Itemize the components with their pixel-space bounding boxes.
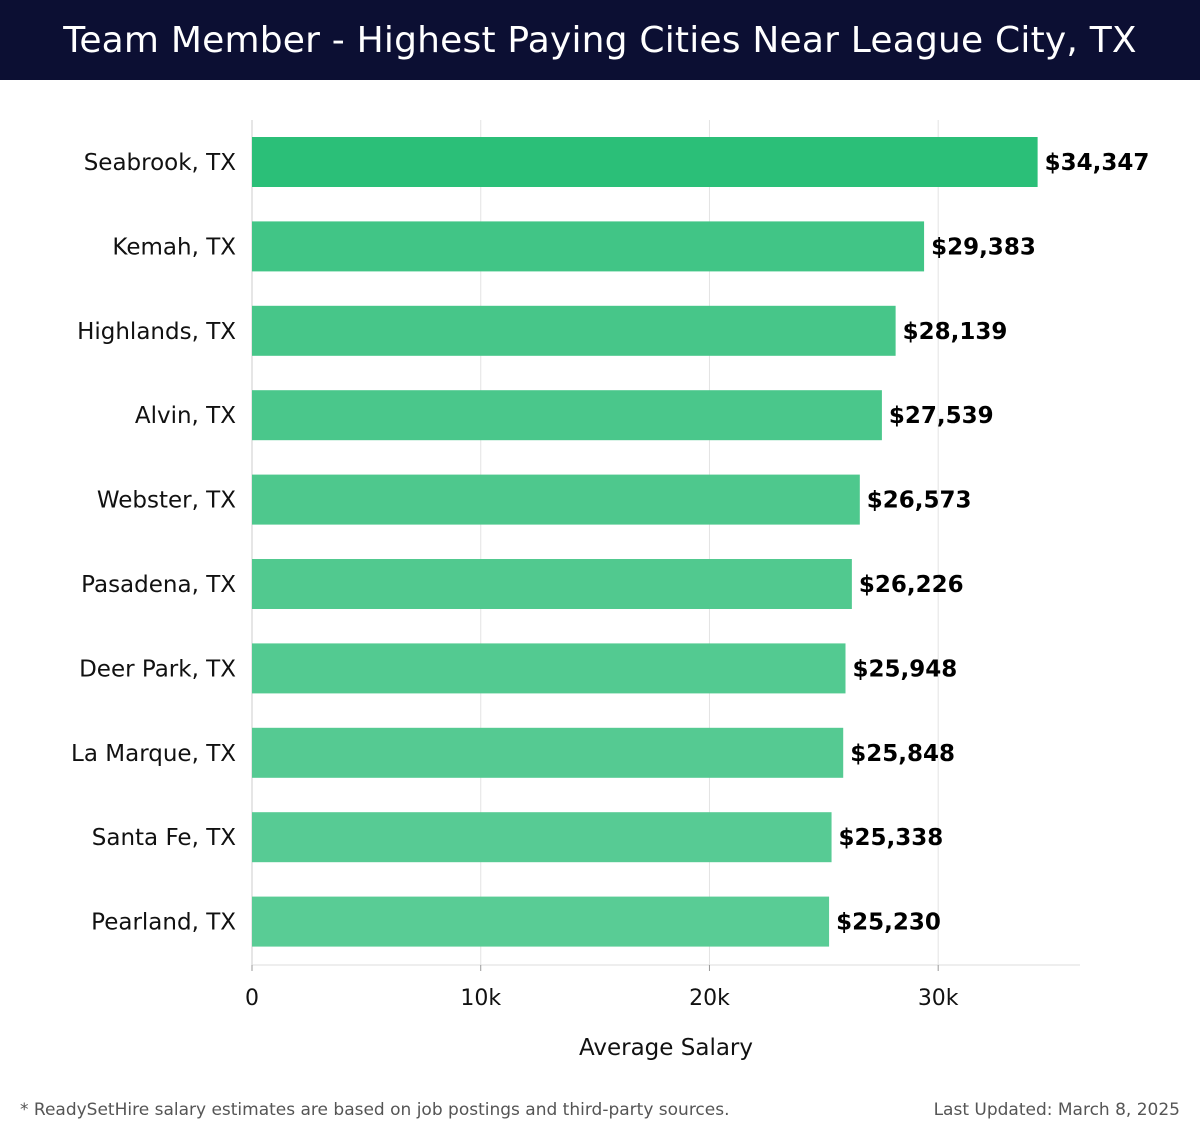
category-label: Santa Fe, TX bbox=[92, 825, 236, 851]
chart-title: Team Member - Highest Paying Cities Near… bbox=[63, 19, 1137, 61]
bar bbox=[252, 390, 882, 441]
x-tick-label: 20k bbox=[689, 986, 730, 1011]
value-label: $26,573 bbox=[867, 488, 972, 514]
bar bbox=[252, 137, 1038, 187]
value-label: $26,226 bbox=[859, 572, 964, 598]
x-tick-label: 30k bbox=[918, 986, 959, 1011]
footer-disclaimer: * ReadySetHire salary estimates are base… bbox=[20, 1100, 730, 1120]
value-label: $28,139 bbox=[903, 319, 1008, 345]
x-axis-title: Average Salary bbox=[579, 1035, 753, 1061]
bar-chart: 0 10k 20k 30k Seabrook, TX $34,347 Kemah, TX $2… bbox=[71, 120, 1150, 1061]
value-label: $27,539 bbox=[889, 403, 994, 429]
bar bbox=[252, 812, 832, 863]
x-tick-label: 0 bbox=[245, 986, 259, 1011]
value-label: $25,848 bbox=[850, 741, 955, 767]
bar bbox=[252, 727, 844, 778]
value-label: $25,948 bbox=[853, 656, 958, 682]
bar bbox=[252, 643, 846, 694]
value-label: $34,347 bbox=[1045, 150, 1150, 176]
category-label: Pasadena, TX bbox=[81, 572, 236, 598]
bar bbox=[252, 474, 860, 525]
value-label: $29,383 bbox=[931, 234, 1036, 260]
title-bar: Team Member - Highest Paying Cities Near… bbox=[0, 0, 1200, 80]
bar bbox=[252, 305, 896, 356]
category-label: Kemah, TX bbox=[112, 234, 236, 260]
category-label: La Marque, TX bbox=[71, 741, 236, 767]
category-label: Pearland, TX bbox=[91, 910, 236, 936]
bar bbox=[252, 221, 925, 272]
value-label: $25,338 bbox=[839, 825, 944, 851]
bar bbox=[252, 559, 852, 609]
category-label: Highlands, TX bbox=[77, 319, 236, 345]
value-label: $25,230 bbox=[836, 910, 941, 936]
bar bbox=[252, 896, 830, 947]
category-label: Seabrook, TX bbox=[84, 150, 237, 176]
category-label: Alvin, TX bbox=[135, 403, 236, 429]
x-tick-label: 10k bbox=[460, 986, 501, 1011]
category-label: Webster, TX bbox=[97, 488, 236, 514]
footer-last-updated: Last Updated: March 8, 2025 bbox=[933, 1100, 1180, 1120]
category-label: Deer Park, TX bbox=[79, 656, 236, 682]
